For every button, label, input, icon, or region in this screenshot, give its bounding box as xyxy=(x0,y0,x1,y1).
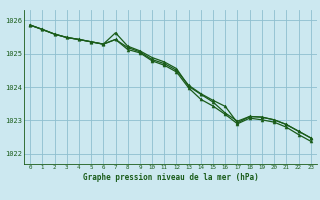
X-axis label: Graphe pression niveau de la mer (hPa): Graphe pression niveau de la mer (hPa) xyxy=(83,173,258,182)
